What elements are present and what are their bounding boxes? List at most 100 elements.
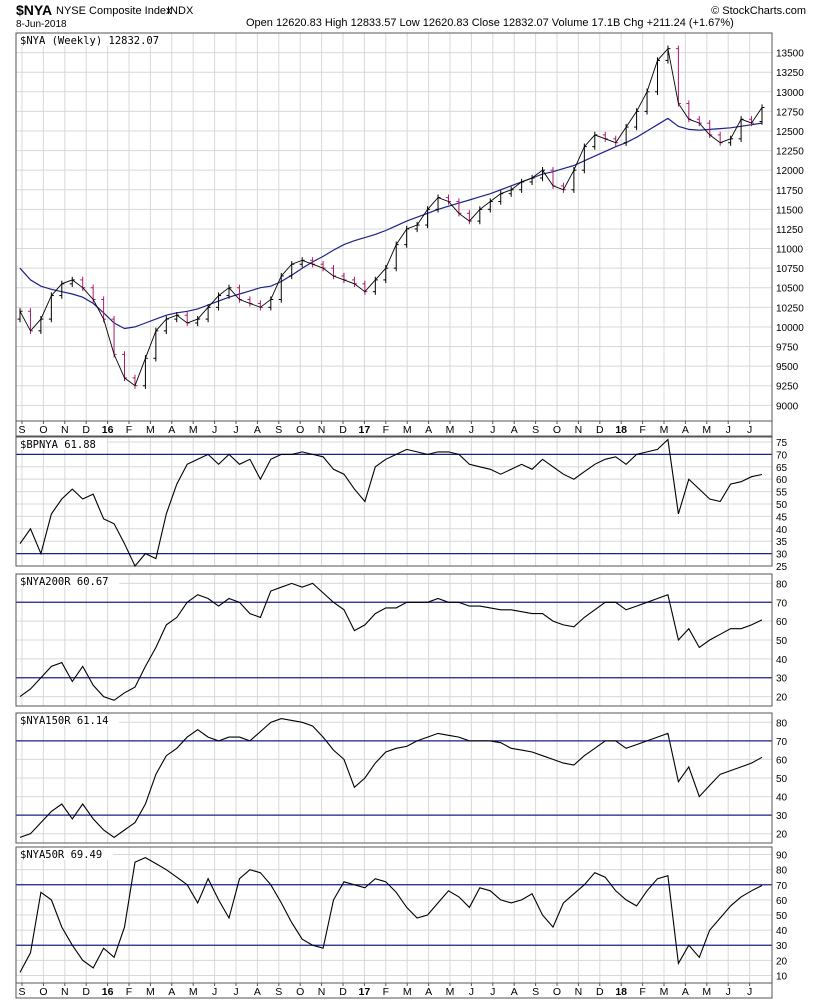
y-tick-label: 20 — [776, 693, 788, 704]
panel-frame — [15, 573, 773, 707]
x-tick-label: J — [469, 424, 474, 436]
x-tick-label: J — [490, 986, 495, 998]
x-tick-label: A — [425, 424, 432, 436]
x-tick-label: F — [126, 986, 132, 998]
y-tick-label: 20 — [776, 830, 788, 841]
title-backing — [17, 575, 120, 587]
breadth-line — [19, 438, 763, 568]
panel-frame — [15, 436, 773, 567]
x-tick-label: O — [296, 986, 304, 998]
x-tick-label: J — [233, 986, 238, 998]
y-tick-label: 25 — [776, 562, 788, 573]
y-tick-label: 11250 — [776, 225, 804, 236]
y-tick-label: 12750 — [776, 107, 804, 118]
y-tick-label: 9750 — [776, 343, 799, 354]
y-tick-label: 45 — [776, 512, 788, 523]
y-tick-label: 12000 — [776, 166, 804, 177]
y-tick-label: 30 — [776, 674, 788, 685]
ohlc-bar — [341, 272, 347, 284]
panel-4: 20 30 40 50 60 70 80 $NYA150R 61.14 — [15, 712, 788, 844]
title-backing — [17, 848, 113, 860]
y-tick-label: 10750 — [776, 264, 804, 275]
y-tick-label: 35 — [776, 537, 788, 548]
y-tick-label: 11750 — [776, 186, 804, 197]
y-tick-label: 9000 — [776, 401, 799, 412]
ohlc-bar — [393, 241, 399, 272]
x-tick-label: D — [339, 986, 347, 998]
x-tick-label: M — [146, 986, 155, 998]
y-tick-label: 11000 — [776, 245, 804, 256]
y-tick-label: 30 — [776, 941, 788, 952]
ohlc-bar — [257, 300, 263, 311]
ohlc-bar — [142, 355, 148, 389]
x-tick-label: M — [403, 424, 412, 436]
x-tick-label: A — [168, 986, 175, 998]
y-tick-label: 60 — [776, 755, 788, 766]
ohlc-bar — [414, 221, 420, 233]
x-tick-label: S — [532, 424, 539, 436]
x-tick-label: N — [318, 424, 326, 436]
y-tick-label: 10250 — [776, 303, 804, 314]
x-tick-label: J — [747, 986, 752, 998]
index-name: NYSE Composite Index — [56, 5, 172, 17]
x-tick-label: N — [61, 986, 69, 998]
x-tick-label: N — [575, 986, 583, 998]
ohlc-bar — [675, 45, 681, 107]
x-tick-label: J — [747, 424, 752, 436]
y-tick-label: 50 — [776, 774, 788, 785]
x-tick-label: O — [39, 986, 47, 998]
panel-5: 10 20 30 40 50 60 70 80 90 $NYA50R 69.49 — [15, 846, 788, 984]
x-tick-label: F — [126, 424, 132, 436]
price-close-line — [19, 47, 763, 387]
y-tick-label: 30 — [776, 811, 788, 822]
title-backing — [17, 714, 120, 726]
x-tick-label: A — [168, 424, 175, 436]
x-tick-label: O — [296, 424, 304, 436]
ohlc-bar — [560, 182, 566, 193]
ohlc-bar — [111, 315, 117, 358]
y-tick-label: 10500 — [776, 284, 804, 295]
y-tick-label: 12500 — [776, 127, 804, 138]
breadth-line — [19, 856, 763, 973]
x-tick-label: S — [275, 424, 282, 436]
x-tick-label: 18 — [615, 424, 627, 436]
y-tick-label: 70 — [776, 881, 788, 892]
y-tick-label: 13500 — [776, 49, 804, 60]
x-tick-label: M — [403, 986, 412, 998]
panel-title: $BPNYA 61.88 — [20, 439, 96, 451]
y-tick-label: 12250 — [776, 147, 804, 158]
x-tick-label: S — [275, 986, 282, 998]
x-tick-label: J — [726, 424, 731, 436]
x-tick-label: J — [490, 424, 495, 436]
y-tick-label: 80 — [776, 579, 788, 590]
y-tick-label: 70 — [776, 450, 788, 461]
y-tick-label: 60 — [776, 617, 788, 628]
x-tick-label: N — [575, 424, 583, 436]
y-tick-label: 13250 — [776, 68, 804, 79]
ohlc-bar — [728, 135, 734, 146]
title-backing — [17, 34, 170, 46]
x-tick-label: J — [233, 424, 238, 436]
x-tick-label: A — [425, 986, 432, 998]
y-tick-label: 80 — [776, 718, 788, 729]
x-tick-label: S — [18, 424, 25, 436]
y-tick-label: 9500 — [776, 362, 799, 373]
x-tick-label: 16 — [102, 986, 114, 998]
x-tick-label: M — [189, 424, 198, 436]
x-tick-label: A — [254, 424, 261, 436]
y-tick-label: 13000 — [776, 88, 804, 99]
ohlc-bar — [69, 276, 75, 287]
x-tick-label: M — [446, 424, 455, 436]
panel-title: $NYA (Weekly) 12832.07 — [20, 35, 159, 47]
x-tick-label: D — [82, 986, 90, 998]
x-tick-label: M — [702, 986, 711, 998]
x-tick-label: F — [639, 986, 645, 998]
y-tick-label: 10000 — [776, 323, 804, 334]
x-tick-label: M — [660, 986, 669, 998]
x-tick-label: A — [254, 986, 261, 998]
ohlc-bar — [153, 327, 159, 362]
x-tick-label: A — [682, 986, 689, 998]
x-tick-label: D — [82, 424, 90, 436]
ohlc-bar — [717, 131, 723, 146]
